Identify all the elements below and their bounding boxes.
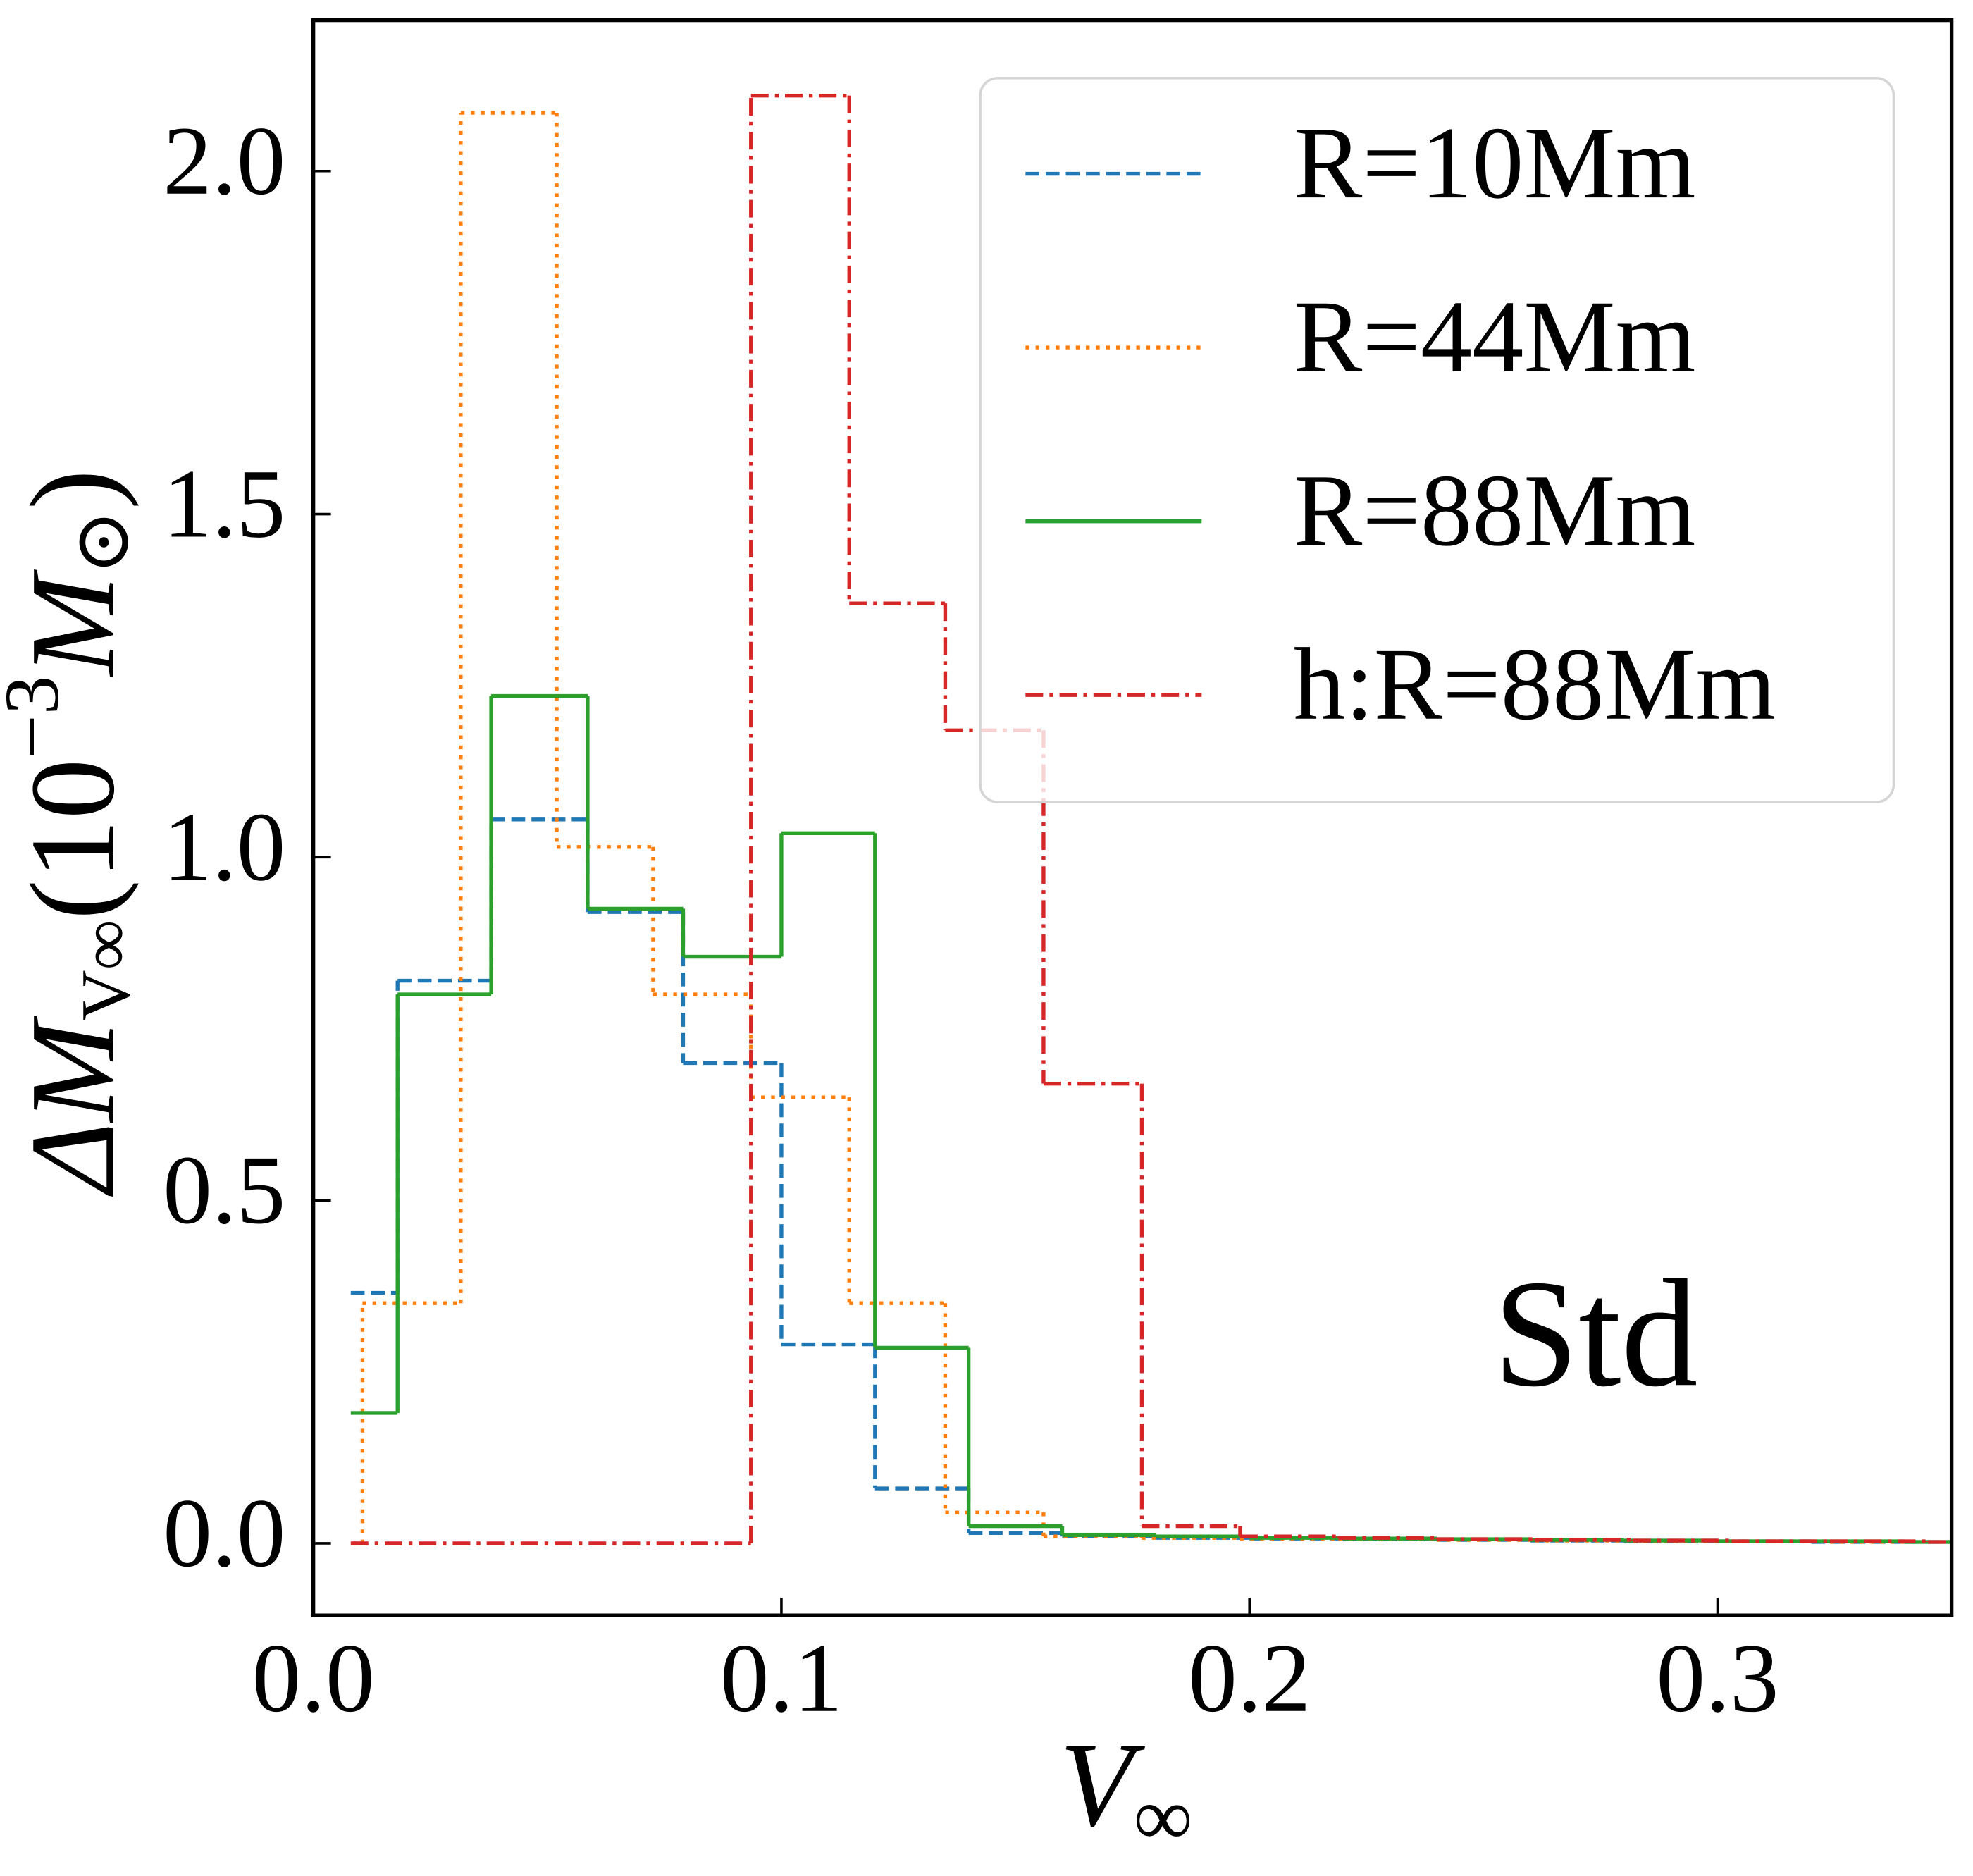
x-tick-label: 0.3: [1656, 1624, 1779, 1733]
y-tick-label: 0.0: [163, 1479, 285, 1588]
legend-box: [979, 76, 1895, 803]
y-tick-label: 1.5: [163, 450, 285, 559]
y-label-part: ): [6, 469, 140, 510]
x-label-sub: ∞: [1134, 1772, 1193, 1863]
plot-area: [350, 94, 1952, 1545]
y-tick-label: 0.5: [163, 1136, 285, 1245]
x-tick-label: 0.2: [1188, 1624, 1311, 1733]
y-tick-label: 2.0: [163, 107, 285, 216]
legend-label: R=44Mm: [1294, 279, 1696, 394]
y-label-part: V∞: [67, 920, 145, 1021]
x-label-part: V: [1060, 1719, 1146, 1853]
x-axis-label: V∞: [1060, 1719, 1193, 1863]
y-axis-label: ΔMV∞(10−3M⊙): [0, 469, 146, 1197]
y-label-part: ΔM: [6, 1016, 140, 1197]
annotation: Std: [1493, 1249, 1698, 1419]
y-label-part: ⊙: [59, 510, 146, 575]
plot-frame: [311, 18, 1954, 1617]
legend-label: R=88Mm: [1294, 452, 1696, 567]
y-label-part: M: [6, 569, 140, 678]
x-tick-label: 0.0: [252, 1624, 375, 1733]
legend-label: h:R=88Mm: [1294, 627, 1776, 741]
y-label-part: (10: [6, 759, 140, 920]
legend-label: R=10Mm: [1294, 105, 1696, 220]
x-tick-label: 0.1: [720, 1624, 843, 1733]
y-tick-label: 1.0: [163, 793, 285, 901]
y-label-part: −3: [0, 676, 75, 759]
